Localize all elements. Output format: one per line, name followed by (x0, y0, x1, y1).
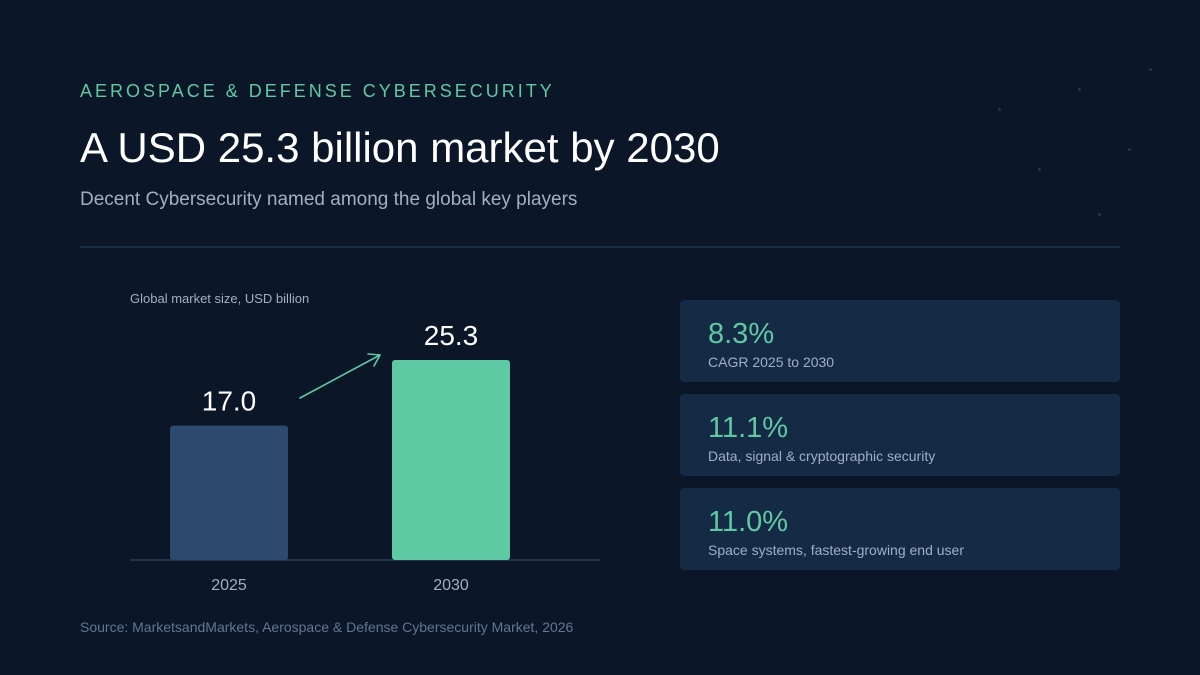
data-label-2030: 25.3 (424, 320, 479, 351)
bar-2025 (170, 425, 288, 560)
decorative-dot (1149, 68, 1152, 71)
source-note: Source: MarketsandMarkets, Aerospace & D… (80, 619, 574, 635)
growth-arrow-icon (299, 353, 381, 399)
stat-label: CAGR 2025 to 2030 (708, 354, 835, 370)
stat-card-cagr: 8.3% CAGR 2025 to 2030 (680, 300, 1120, 382)
stat-label: Data, signal & cryptographic security (708, 448, 936, 464)
page-title: A USD 25.3 billion market by 2030 (80, 124, 720, 171)
bar-chart-svg: Global market size, USD billion 17.0 2025… (130, 291, 600, 594)
stat-value: 8.3% (708, 318, 775, 350)
chart-title: Global market size, USD billion (130, 291, 309, 306)
x-tick-label-2025: 2025 (211, 577, 247, 594)
x-tick-label-2030: 2030 (433, 577, 469, 594)
decorative-dot (998, 108, 1001, 111)
bars-layer: 17.0 2025 25.3 2030 (170, 320, 510, 594)
market-size-chart: Global market size, USD billion 17.0 2025… (130, 291, 600, 594)
stat-card-data-security: 11.1% Data, signal & cryptographic secur… (680, 394, 1120, 476)
header-divider (80, 246, 1120, 248)
data-label-2025: 17.0 (202, 386, 257, 417)
stat-value: 11.1% (708, 412, 789, 444)
decorative-dot (1078, 88, 1081, 91)
decorative-dot (1128, 148, 1131, 151)
stat-label: Space systems, fastest-growing end user (708, 542, 965, 558)
eyebrow-label: AEROSPACE & DEFENSE CYBERSECURITY (80, 81, 555, 101)
stat-value: 11.0% (708, 506, 789, 538)
bar-2030 (392, 360, 510, 560)
decorative-dot (1038, 168, 1041, 171)
decorative-dot (1098, 213, 1101, 216)
stat-card-space-systems: 11.0% Space systems, fastest-growing end… (680, 488, 1120, 570)
page-subtitle: Decent Cybersecurity named among the glo… (80, 189, 578, 210)
